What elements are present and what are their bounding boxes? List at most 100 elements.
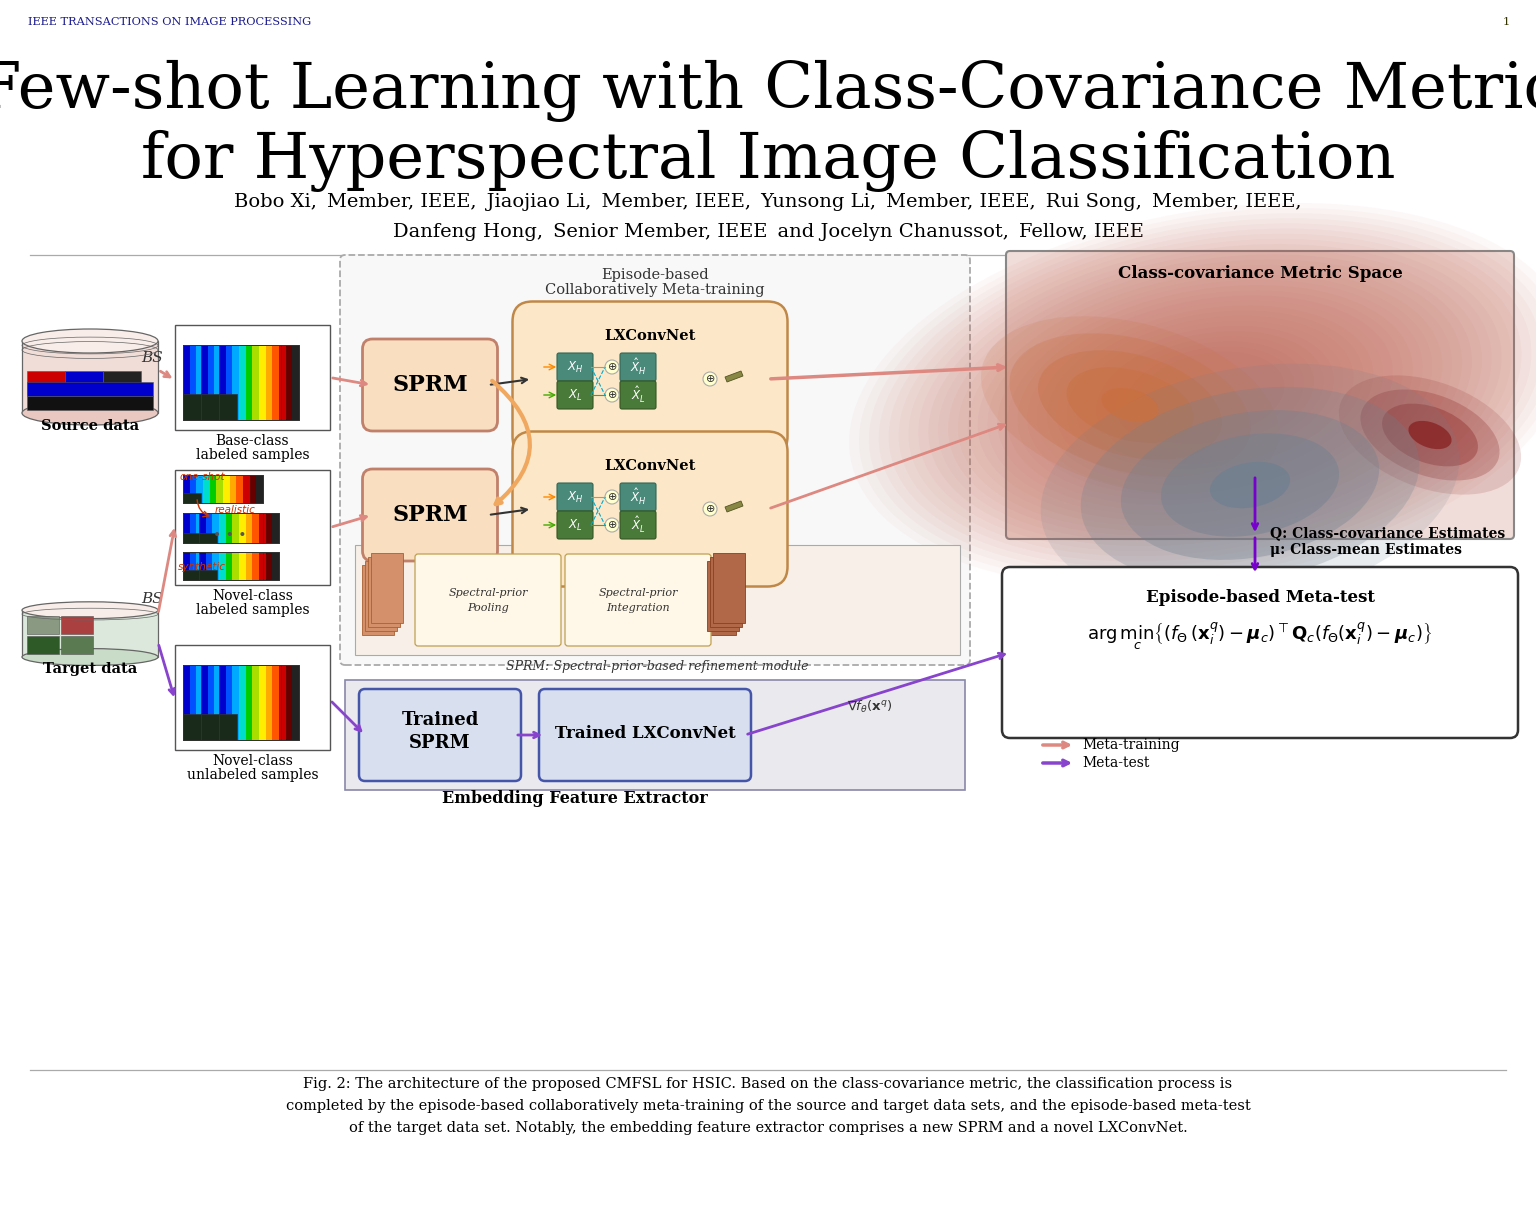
Polygon shape — [61, 616, 94, 634]
Polygon shape — [246, 665, 252, 740]
Polygon shape — [103, 371, 141, 395]
Polygon shape — [261, 345, 267, 420]
Text: Episode-based: Episode-based — [601, 269, 708, 282]
Polygon shape — [272, 513, 280, 543]
Text: for Hyperspectral Image Classification: for Hyperspectral Image Classification — [141, 130, 1395, 192]
Polygon shape — [223, 665, 230, 740]
Polygon shape — [189, 345, 197, 420]
Polygon shape — [206, 552, 212, 580]
FancyBboxPatch shape — [621, 354, 656, 382]
Polygon shape — [240, 513, 246, 543]
Text: $X_H$: $X_H$ — [567, 360, 584, 374]
Polygon shape — [210, 475, 217, 503]
Ellipse shape — [1161, 434, 1339, 537]
FancyBboxPatch shape — [565, 554, 711, 646]
Polygon shape — [257, 345, 263, 420]
Polygon shape — [201, 345, 207, 420]
Text: $\nabla f_\theta(\mathbf{x}^q)$: $\nabla f_\theta(\mathbf{x}^q)$ — [848, 699, 892, 714]
Text: SPRM: SPRM — [392, 374, 468, 396]
Text: $\oplus$: $\oplus$ — [607, 362, 617, 373]
Polygon shape — [275, 665, 281, 740]
Polygon shape — [183, 475, 189, 503]
Polygon shape — [250, 665, 257, 740]
Text: Base-class: Base-class — [215, 434, 289, 448]
Polygon shape — [232, 513, 240, 543]
Polygon shape — [22, 610, 158, 657]
FancyBboxPatch shape — [539, 689, 751, 781]
Ellipse shape — [1081, 386, 1419, 583]
Text: Few-shot Learning with Class-Covariance Metric: Few-shot Learning with Class-Covariance … — [0, 60, 1536, 122]
Polygon shape — [223, 475, 230, 503]
Polygon shape — [197, 665, 203, 740]
Polygon shape — [257, 475, 263, 503]
Polygon shape — [189, 665, 197, 740]
Polygon shape — [266, 345, 272, 420]
Text: $X_L$: $X_L$ — [568, 388, 582, 402]
Text: realistic: realistic — [215, 505, 257, 515]
Text: Embedding Feature Extractor: Embedding Feature Extractor — [442, 790, 708, 807]
Text: synthetic: synthetic — [178, 563, 226, 572]
Polygon shape — [266, 552, 272, 580]
Polygon shape — [203, 475, 210, 503]
Text: Fig. 2: The architecture of the proposed CMFSL for HSIC. Based on the class-cova: Fig. 2: The architecture of the proposed… — [304, 1076, 1232, 1091]
Polygon shape — [212, 552, 220, 580]
Polygon shape — [22, 341, 158, 413]
Polygon shape — [232, 665, 240, 740]
Polygon shape — [189, 475, 197, 503]
Polygon shape — [221, 665, 227, 740]
Polygon shape — [201, 713, 220, 740]
Text: $\hat{X}_L$: $\hat{X}_L$ — [631, 385, 645, 405]
FancyBboxPatch shape — [175, 324, 330, 430]
Polygon shape — [200, 513, 280, 543]
Polygon shape — [217, 345, 223, 420]
Text: Trained: Trained — [401, 711, 479, 729]
FancyBboxPatch shape — [1006, 252, 1514, 539]
Polygon shape — [362, 565, 395, 635]
Polygon shape — [707, 561, 739, 631]
Text: Spectral-prior: Spectral-prior — [449, 588, 528, 598]
Polygon shape — [250, 513, 257, 543]
Polygon shape — [272, 552, 280, 580]
Polygon shape — [226, 345, 232, 420]
Polygon shape — [220, 665, 300, 740]
Text: SPRM: Spectral-prior-based refinement module: SPRM: Spectral-prior-based refinement mo… — [507, 660, 809, 673]
Polygon shape — [201, 665, 207, 740]
Polygon shape — [257, 552, 263, 580]
Polygon shape — [292, 345, 300, 420]
Text: $\oplus$: $\oplus$ — [705, 503, 716, 514]
Polygon shape — [203, 345, 210, 420]
Polygon shape — [710, 556, 742, 627]
Polygon shape — [183, 394, 201, 420]
Polygon shape — [215, 345, 221, 420]
Ellipse shape — [1339, 375, 1521, 495]
Polygon shape — [212, 513, 220, 543]
Polygon shape — [220, 394, 237, 420]
Polygon shape — [247, 665, 255, 740]
Text: $\hat{X}_L$: $\hat{X}_L$ — [631, 515, 645, 535]
Polygon shape — [223, 513, 230, 543]
Text: Pooling: Pooling — [467, 603, 508, 614]
Polygon shape — [201, 345, 281, 420]
FancyBboxPatch shape — [415, 554, 561, 646]
Polygon shape — [237, 345, 243, 420]
Polygon shape — [65, 371, 103, 395]
Text: Bobo Xi,  Member, IEEE,  Jiaojiao Li,  Member, IEEE,  Yunsong Li,  Member, IEEE,: Bobo Xi, Member, IEEE, Jiaojiao Li, Memb… — [235, 193, 1301, 211]
Text: $\oplus$: $\oplus$ — [607, 492, 617, 503]
Polygon shape — [267, 665, 275, 740]
Text: • • •: • • • — [214, 529, 247, 542]
Text: Meta-test: Meta-test — [1081, 756, 1149, 770]
Polygon shape — [183, 513, 263, 543]
Polygon shape — [372, 553, 402, 623]
Polygon shape — [203, 513, 210, 543]
Polygon shape — [201, 394, 220, 420]
Circle shape — [703, 502, 717, 516]
Polygon shape — [210, 552, 217, 580]
Polygon shape — [200, 532, 217, 543]
Polygon shape — [255, 345, 261, 420]
Polygon shape — [226, 552, 232, 580]
Polygon shape — [243, 665, 250, 740]
Polygon shape — [260, 665, 266, 740]
Polygon shape — [261, 665, 267, 740]
Polygon shape — [366, 561, 396, 631]
FancyBboxPatch shape — [355, 546, 960, 655]
